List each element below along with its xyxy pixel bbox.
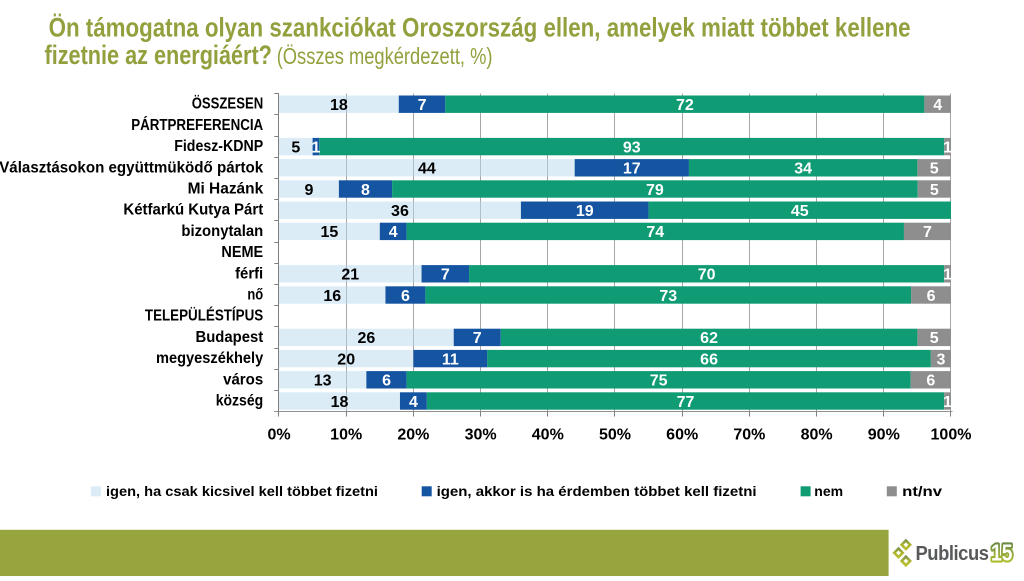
svg-text:26: 26 [357,330,375,347]
svg-text:TELEPÜLÉSTÍPUS: TELEPÜLÉSTÍPUS [145,306,264,325]
svg-text:3: 3 [936,351,945,368]
svg-text:30%: 30% [465,427,497,444]
svg-text:1: 1 [943,139,952,156]
svg-text:80%: 80% [801,427,833,444]
svg-text:40%: 40% [532,427,564,444]
svg-text:5: 5 [291,139,300,156]
svg-text:19: 19 [576,203,594,220]
svg-text:17: 17 [623,161,641,178]
svg-text:4: 4 [389,224,398,241]
svg-text:75: 75 [650,373,668,390]
svg-text:66: 66 [700,351,718,368]
svg-text:44: 44 [418,161,436,178]
svg-text:72: 72 [676,97,694,114]
svg-text:15: 15 [991,540,1013,566]
svg-text:PÁRTPREFERENCIA: PÁRTPREFERENCIA [131,115,263,134]
svg-text:18: 18 [330,97,348,114]
svg-text:nő: nő [247,287,263,304]
svg-text:város: város [223,371,263,388]
svg-text:község: község [216,393,264,410]
svg-text:5: 5 [930,161,939,178]
svg-text:13: 13 [314,373,332,390]
svg-text:10%: 10% [330,427,362,444]
svg-text:45: 45 [791,203,809,220]
svg-text:1: 1 [943,267,952,284]
svg-text:megyeszékhely: megyeszékhely [156,350,263,367]
svg-text:Választásokon együttmüködő pár: Választásokon együttmüködő pártok [0,159,263,176]
svg-text:8: 8 [361,182,370,199]
svg-text:fizetnie az energiáért?: fizetnie az energiáért? [45,40,272,70]
svg-text:(Összes megkérdezett, %): (Összes megkérdezett, %) [277,43,493,69]
svg-text:igen, akkor is ha érdemben töb: igen, akkor is ha érdemben többet kell f… [437,483,757,499]
svg-text:férfi: férfi [235,265,263,282]
svg-text:70%: 70% [733,427,765,444]
svg-text:34: 34 [794,161,812,178]
svg-text:6: 6 [927,288,936,305]
svg-text:18: 18 [331,394,349,411]
svg-text:100%: 100% [931,427,972,444]
svg-text:79: 79 [646,182,664,199]
svg-text:20: 20 [337,351,355,368]
svg-text:0%: 0% [267,427,290,444]
svg-text:62: 62 [700,330,718,347]
svg-text:7: 7 [441,267,450,284]
svg-text:nem: nem [814,483,843,499]
svg-text:20%: 20% [397,427,429,444]
svg-text:1: 1 [312,139,321,156]
svg-text:9: 9 [304,182,313,199]
svg-text:60%: 60% [666,427,698,444]
svg-text:Budapest: Budapest [196,329,264,346]
svg-text:6: 6 [401,288,410,305]
svg-text:6: 6 [382,373,391,390]
svg-text:11: 11 [442,351,459,368]
svg-text:bizonytalan: bizonytalan [181,223,263,240]
svg-text:15: 15 [321,224,339,241]
svg-text:70: 70 [698,267,716,284]
svg-text:90%: 90% [868,427,900,444]
svg-text:5: 5 [930,330,939,347]
svg-text:36: 36 [391,203,409,220]
svg-text:7: 7 [923,224,932,241]
svg-text:Fidesz-KDNP: Fidesz-KDNP [174,138,263,155]
svg-text:Publicus: Publicus [916,543,989,565]
svg-text:Mi Hazánk: Mi Hazánk [188,181,264,198]
svg-text:4: 4 [409,394,418,411]
svg-text:7: 7 [473,330,482,347]
svg-text:Kétfarkú Kutya Párt: Kétfarkú Kutya Párt [123,202,263,219]
svg-text:16: 16 [323,288,341,305]
svg-text:74: 74 [646,224,664,241]
svg-text:5: 5 [930,182,939,199]
svg-text:93: 93 [623,139,641,156]
svg-text:ÖSSZESEN: ÖSSZESEN [192,94,264,113]
svg-text:NEME: NEME [221,244,263,261]
svg-text:21: 21 [341,267,359,284]
svg-text:igen, ha csak kicsivel kell tö: igen, ha csak kicsivel kell többet fizet… [106,483,378,499]
svg-text:Ön támogatna olyan szankciókat: Ön támogatna olyan szankciókat Oroszorsz… [49,13,911,43]
svg-text:4: 4 [933,97,942,114]
svg-text:1: 1 [943,394,952,411]
svg-text:nt/nv: nt/nv [902,483,942,499]
svg-text:7: 7 [418,97,427,114]
svg-text:77: 77 [677,394,695,411]
svg-text:50%: 50% [599,427,631,444]
svg-text:6: 6 [926,373,935,390]
svg-text:73: 73 [659,288,677,305]
